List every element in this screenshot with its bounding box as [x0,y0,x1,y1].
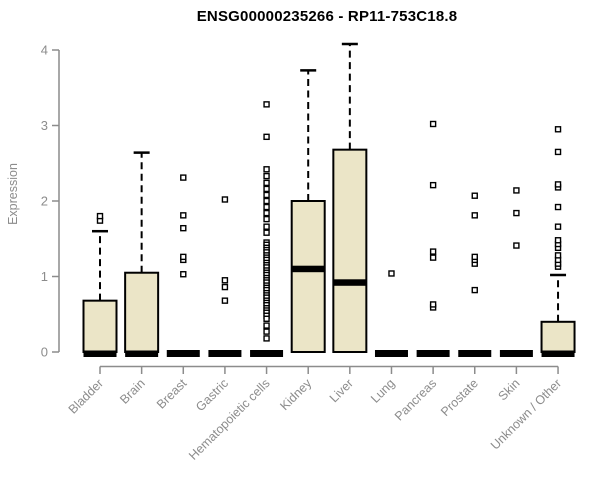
outlier-point-unknown-other [554,237,562,244]
median-liver [333,279,367,286]
outlier-point-gastric [221,283,229,291]
x-tick-label-unknown-other: Unknown / Other [488,376,564,452]
outlier-point-hematopoietic-cells [263,335,270,342]
outlier-point-gastric [221,196,229,203]
outlier-point-hematopoietic-cells [263,166,270,173]
box-unknown-other [540,320,576,353]
outlier-point-unknown-other [554,148,562,156]
outlier-point-hematopoietic-cells [263,172,270,180]
outlier-point-prostate [471,212,478,219]
y-tick-label-2: 2 [41,194,48,209]
box-lung [374,350,408,357]
outlier-point-breast [180,212,187,219]
outlier-point-hematopoietic-cells [263,191,270,199]
outlier-point-lung [388,270,395,277]
outlier-point-pancreas [429,120,437,128]
outlier-point-hematopoietic-cells [263,215,270,223]
median-bladder [83,350,117,357]
y-tick-label-1: 1 [41,269,48,284]
box-pancreas [416,350,450,357]
outlier-point-hematopoietic-cells [263,209,270,217]
box-prostate [458,350,492,357]
outlier-point-gastric [221,297,229,304]
box-breast [166,350,200,357]
outlier-point-hematopoietic-cells [263,328,270,335]
y-tick-label-4: 4 [41,43,48,58]
x-tick-label-lung: Lung [368,376,398,406]
outlier-point-unknown-other [554,203,562,211]
outlier-point-gastric [221,277,229,284]
outlier-point-hematopoietic-cells [263,185,270,193]
outlier-point-breast [180,174,187,181]
outlier-point-hematopoietic-cells [263,197,270,205]
median-brain [125,350,159,357]
outlier-point-breast [180,253,187,261]
median-unknown-other [541,350,575,357]
outlier-point-prostate [471,253,478,261]
outlier-point-unknown-other [554,126,562,133]
outlier-point-skin [513,242,520,249]
outlier-point-prostate [471,192,478,199]
x-tick-label-pancreas: Pancreas [392,376,439,423]
x-tick-label-kidney: Kidney [277,376,314,413]
x-tick-label-prostate: Prostate [438,376,481,419]
outlier-point-pancreas [429,181,437,189]
outlier-point-pancreas [429,301,437,308]
outlier-point-unknown-other [554,252,562,259]
x-tick-label-bladder: Bladder [66,376,106,416]
box-skin [499,350,533,357]
outlier-point-breast [180,224,187,232]
x-tick-label-liver: Liver [327,376,356,405]
outlier-point-hematopoietic-cells [263,203,270,211]
box-hematopoietic-cells [250,350,284,357]
x-tick-label-brain: Brain [117,376,148,407]
outlier-point-breast [180,271,187,278]
median-kidney [291,265,325,273]
outlier-point-hematopoietic-cells [263,133,270,141]
outlier-point-bladder [96,212,104,220]
chart-title: ENSG00000235266 - RP11-753C18.8 [196,8,458,25]
outlier-point-unknown-other [554,181,562,188]
outlier-point-hematopoietic-cells [263,223,270,230]
x-tick-label-gastric: Gastric [193,376,231,414]
outlier-point-skin [513,209,520,217]
x-tick-label-hematopoietic-cells: Hematopoietic cells [186,376,273,463]
box-kidney [290,200,326,353]
outlier-point-hematopoietic-cells [263,179,270,187]
x-tick-label-skin: Skin [495,376,522,403]
outlier-point-pancreas [429,254,437,261]
y-tick-label-3: 3 [41,118,48,133]
outlier-point-prostate [471,286,478,294]
outlier-point-unknown-other [554,223,562,230]
box-bladder [82,299,118,354]
outlier-point-hematopoietic-cells [263,229,270,236]
y-tick-label-0: 0 [41,345,48,360]
box-liver [332,148,368,353]
outlier-point-hematopoietic-cells [263,322,270,329]
outlier-point-pancreas [429,248,437,255]
outlier-point-hematopoietic-cells [263,101,270,108]
outlier-point-skin [513,187,520,194]
outlier-point-hematopoietic-cells [263,315,270,322]
box-gastric [208,350,242,357]
x-tick-label-breast: Breast [154,376,190,412]
box-brain [124,271,160,354]
